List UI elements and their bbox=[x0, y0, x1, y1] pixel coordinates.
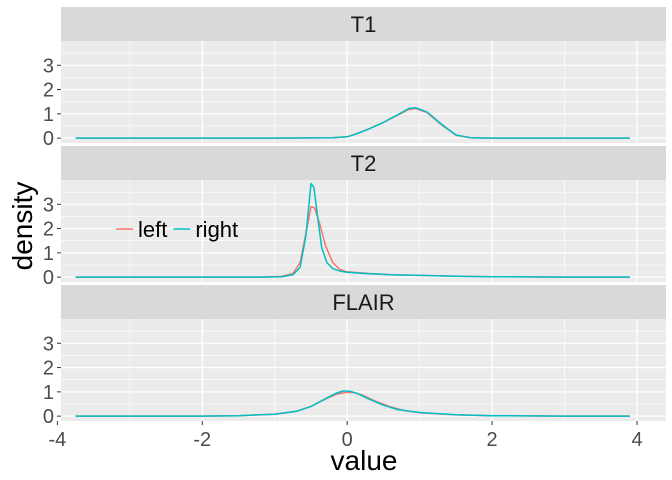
y-tick-label: 3 bbox=[43, 194, 54, 216]
y-tick-label: 0 bbox=[43, 128, 54, 150]
x-tick-label: 4 bbox=[631, 429, 642, 451]
y-axis-title: density bbox=[7, 182, 38, 271]
facet-panel-flair: FLAIR 012 3 bbox=[43, 285, 666, 428]
panel-background bbox=[61, 319, 666, 421]
facet-strip-label: T1 bbox=[351, 12, 377, 37]
x-axis-title: value bbox=[331, 445, 398, 476]
legend-label: right bbox=[195, 217, 238, 242]
y-tick-label: 2 bbox=[43, 358, 54, 380]
legend-item-left: left bbox=[116, 217, 167, 242]
legend-label: left bbox=[138, 217, 167, 242]
panel-background bbox=[61, 41, 666, 143]
density-line-right bbox=[75, 182, 630, 278]
y-tick-label: 1 bbox=[43, 243, 54, 265]
x-axis: -4 -2 0 2 4 bbox=[48, 421, 643, 451]
facet-strip-label: FLAIR bbox=[332, 290, 394, 315]
y-tick-label: 0 bbox=[43, 267, 54, 289]
facet-strip bbox=[61, 285, 666, 319]
facet-strip bbox=[61, 146, 666, 180]
facet-strip bbox=[61, 7, 666, 41]
legend: left right bbox=[116, 217, 238, 242]
facet-strip-label: T2 bbox=[351, 151, 377, 176]
y-tick-label: 2 bbox=[43, 80, 54, 102]
y-tick-label: 1 bbox=[43, 104, 54, 126]
x-tick-label: 0 bbox=[342, 429, 353, 451]
x-tick-label: -2 bbox=[193, 429, 211, 451]
y-tick-label: 2 bbox=[43, 219, 54, 241]
x-tick-label: 2 bbox=[487, 429, 498, 451]
y-tick-label: 0 bbox=[43, 406, 54, 428]
y-tick-label: 3 bbox=[43, 55, 54, 77]
facet-panel-t2: T2 012 3 bbox=[43, 146, 666, 289]
density-line-right bbox=[75, 107, 630, 139]
legend-item-right: right bbox=[173, 217, 238, 242]
y-tick-label: 1 bbox=[43, 382, 54, 404]
facet-panel-t1: T1 012 3 bbox=[43, 7, 666, 150]
y-tick-label: 3 bbox=[43, 333, 54, 355]
density-line-right bbox=[75, 390, 630, 417]
x-tick-label: -4 bbox=[48, 429, 66, 451]
